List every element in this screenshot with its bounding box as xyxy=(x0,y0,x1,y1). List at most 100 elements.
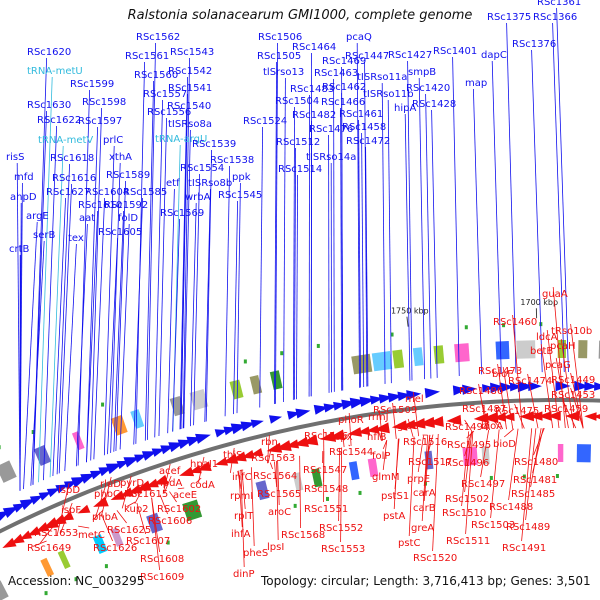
forward-gene-label: RSc1543 xyxy=(170,47,214,58)
reverse-gene-label: pstA xyxy=(383,511,405,522)
reverse-gene-arrow xyxy=(93,496,109,507)
forward-gene-arrow xyxy=(105,463,123,475)
reverse-function-band xyxy=(255,480,270,501)
forward-gene-label-leader xyxy=(381,82,386,384)
reverse-gene-label-leader xyxy=(413,391,420,437)
forward-gene-arrow xyxy=(499,382,515,393)
reverse-gene-label: RSc1649 xyxy=(27,543,71,554)
forward-gene-arrow xyxy=(424,387,441,399)
forward-gene-label-leader xyxy=(364,61,368,387)
forward-gene-label-leader xyxy=(110,162,121,453)
forward-function-band xyxy=(392,349,405,369)
forward-gene-label-leader xyxy=(407,60,413,381)
forward-function-band xyxy=(71,431,85,451)
reverse-gene-label: RSc1564 xyxy=(253,471,297,482)
forward-function-band xyxy=(433,345,445,364)
reverse-gene-label: RSc1459 xyxy=(544,404,588,415)
scale-tick xyxy=(406,316,409,327)
reverse-gene-label: RSc1485 xyxy=(511,489,555,500)
forward-gene-label: tISRso8a xyxy=(168,119,212,130)
forward-function-band xyxy=(229,379,244,400)
reverse-gene-label: RSc1517 xyxy=(408,457,452,468)
forward-gene-label: RSc1618 xyxy=(50,153,94,164)
reverse-function-band xyxy=(110,527,124,547)
reverse-gene-label: infC xyxy=(232,472,252,483)
forward-gene-label: RSc1463 xyxy=(314,68,358,79)
forward-gene-label: RSc1462 xyxy=(322,82,366,93)
reverse-gene-label: RSc1546 xyxy=(304,431,348,442)
forward-gene-label: RSc1569 xyxy=(160,208,204,219)
reverse-gene-label-leader xyxy=(56,482,70,536)
forward-gene-label: mfd xyxy=(14,172,34,183)
reverse-gene-label: RSc1497 xyxy=(461,479,505,490)
reverse-gene-arrow xyxy=(418,416,435,428)
forward-gene-label-leader xyxy=(158,117,167,437)
forward-gene-label-leader xyxy=(64,243,77,472)
reverse-gene-label-leader xyxy=(464,431,473,493)
reverse-gene-label: phbA xyxy=(92,512,118,523)
forward-gene-label: RSc1562 xyxy=(136,32,180,43)
forward-gene-label-leader xyxy=(224,165,230,417)
reverse-function-band xyxy=(182,499,203,522)
forward-gene-label: RSc1483 xyxy=(290,84,334,95)
forward-gene-label: tISRso11a xyxy=(357,72,407,83)
forward-gene-arrow xyxy=(90,470,104,480)
reverse-gene-label: RSc1480 xyxy=(514,457,558,468)
reverse-gene-arrow xyxy=(391,420,408,431)
forward-gene-label-leader xyxy=(404,113,411,381)
reverse-gene-label: RSc1502 xyxy=(445,494,489,505)
reverse-gene-arrow xyxy=(409,418,426,429)
forward-gene-label-leader xyxy=(293,147,297,400)
reverse-gene-label: ispD xyxy=(58,485,80,496)
forward-gene-label: tRNA-metU xyxy=(27,66,83,77)
forward-gene-label-leader xyxy=(387,99,392,384)
forward-gene-arrow xyxy=(151,448,166,457)
reverse-gene-label-leader xyxy=(465,431,474,535)
forward-gene-label-leader xyxy=(172,218,180,432)
forward-gene-label: RSc1592 xyxy=(104,200,148,211)
reverse-gene-label-leader xyxy=(250,467,255,547)
forward-gene-label: RSc1427 xyxy=(388,50,432,61)
reverse-gene-label: RSc1625 xyxy=(107,525,151,536)
marker-reverse xyxy=(358,490,362,495)
reverse-gene-label: ihfA xyxy=(231,529,251,540)
forward-function-band xyxy=(169,395,185,417)
reverse-gene-label: RSc1494 xyxy=(445,422,489,433)
reverse-gene-label-leader xyxy=(392,402,397,439)
reverse-gene-label-leader xyxy=(169,491,177,503)
forward-gene-arrow xyxy=(555,380,571,392)
reverse-gene-label-leader xyxy=(340,447,343,543)
reverse-gene-label-leader xyxy=(560,338,575,429)
forward-gene-label: RSc1557 xyxy=(143,89,187,100)
forward-gene-label: RSc1556 xyxy=(147,107,191,118)
forward-gene-label-leader xyxy=(341,92,344,391)
reverse-gene-arrow xyxy=(482,412,499,424)
reverse-gene-arrow xyxy=(366,424,380,434)
forward-gene-label-leader xyxy=(361,132,365,388)
forward-gene-label: RSc1599 xyxy=(70,79,114,90)
forward-gene-label-leader xyxy=(233,200,238,415)
reverse-gene-label-leader xyxy=(338,447,340,522)
reverse-gene-label-leader xyxy=(240,470,245,568)
forward-gene-label: RSc1376 xyxy=(512,39,556,50)
reverse-gene-arrow xyxy=(152,474,169,485)
reverse-gene-label-leader xyxy=(126,501,136,508)
forward-gene-label: RSc1539 xyxy=(192,139,236,150)
forward-gene-label: RSc1560 xyxy=(134,70,178,81)
reverse-gene-arrow xyxy=(214,457,229,466)
reverse-gene-arrow xyxy=(274,440,292,451)
reverse-gene-label-leader xyxy=(276,461,279,541)
forward-gene-label: RSc1514 xyxy=(278,164,322,175)
forward-gene-label-leader xyxy=(356,42,360,388)
reverse-gene-label: RSc1487 xyxy=(462,404,506,415)
reverse-gene-label-leader xyxy=(570,387,584,429)
reverse-gene-label-leader xyxy=(269,462,273,470)
reverse-gene-arrow xyxy=(446,414,462,425)
reverse-gene-label: RSc1475 xyxy=(495,406,539,417)
forward-gene-label: dapC xyxy=(481,50,507,61)
reverse-gene-label-leader xyxy=(407,418,414,437)
forward-gene-label-leader xyxy=(38,76,53,483)
reverse-gene-label: RSc1473 xyxy=(478,366,522,377)
reverse-gene-arrow xyxy=(42,517,60,529)
reverse-gene-label: metC xyxy=(78,530,105,541)
